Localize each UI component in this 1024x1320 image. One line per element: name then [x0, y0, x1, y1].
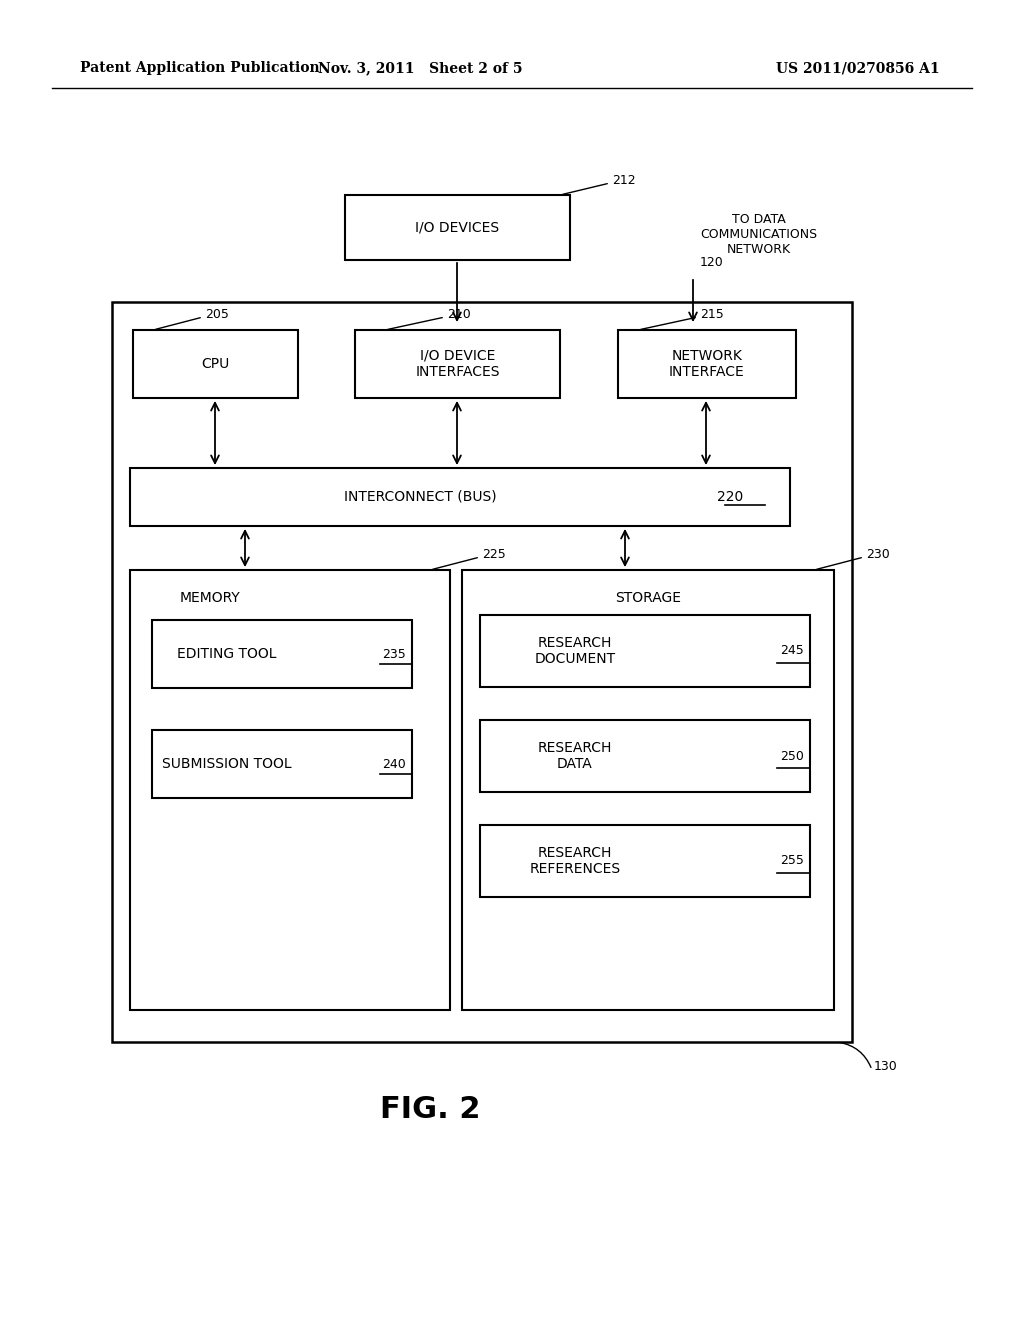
- Bar: [130, 469, 790, 525]
- Bar: [345, 195, 570, 260]
- Text: Patent Application Publication: Patent Application Publication: [80, 61, 319, 75]
- Bar: [462, 570, 834, 1010]
- Bar: [112, 302, 852, 1041]
- Bar: [480, 825, 810, 898]
- Text: Nov. 3, 2011   Sheet 2 of 5: Nov. 3, 2011 Sheet 2 of 5: [317, 61, 522, 75]
- Text: I/O DEVICES: I/O DEVICES: [416, 220, 500, 235]
- Text: RESEARCH
DATA: RESEARCH DATA: [538, 741, 612, 771]
- Text: FIG. 2: FIG. 2: [380, 1096, 480, 1125]
- Text: RESEARCH
REFERENCES: RESEARCH REFERENCES: [529, 846, 621, 876]
- Text: 235: 235: [382, 648, 406, 660]
- Text: RESEARCH
DOCUMENT: RESEARCH DOCUMENT: [535, 636, 615, 667]
- Text: NETWORK
INTERFACE: NETWORK INTERFACE: [669, 348, 744, 379]
- Text: 205: 205: [205, 309, 229, 322]
- Text: MEMORY: MEMORY: [179, 591, 241, 605]
- Text: 210: 210: [447, 309, 471, 322]
- Text: 120: 120: [700, 256, 724, 268]
- Text: 250: 250: [780, 750, 804, 763]
- Bar: [152, 730, 412, 799]
- Text: 240: 240: [382, 758, 406, 771]
- Text: 225: 225: [482, 549, 506, 561]
- Text: CPU: CPU: [202, 356, 229, 371]
- Bar: [618, 330, 796, 399]
- Text: I/O DEVICE
INTERFACES: I/O DEVICE INTERFACES: [416, 348, 500, 379]
- Text: 215: 215: [700, 309, 724, 322]
- Text: US 2011/0270856 A1: US 2011/0270856 A1: [776, 61, 940, 75]
- Bar: [152, 620, 412, 688]
- Text: EDITING TOOL: EDITING TOOL: [177, 647, 276, 661]
- Text: 130: 130: [874, 1060, 898, 1073]
- Bar: [133, 330, 298, 399]
- Bar: [480, 615, 810, 686]
- Text: SUBMISSION TOOL: SUBMISSION TOOL: [162, 756, 292, 771]
- Bar: [130, 570, 450, 1010]
- Text: 255: 255: [780, 854, 804, 867]
- Bar: [355, 330, 560, 399]
- Text: STORAGE: STORAGE: [615, 591, 681, 605]
- Text: 245: 245: [780, 644, 804, 657]
- Text: 220: 220: [717, 490, 743, 504]
- Text: INTERCONNECT (BUS): INTERCONNECT (BUS): [344, 490, 497, 504]
- Bar: [480, 719, 810, 792]
- Text: 230: 230: [866, 549, 890, 561]
- Text: 212: 212: [612, 174, 636, 187]
- Text: TO DATA
COMMUNICATIONS
NETWORK: TO DATA COMMUNICATIONS NETWORK: [700, 213, 817, 256]
